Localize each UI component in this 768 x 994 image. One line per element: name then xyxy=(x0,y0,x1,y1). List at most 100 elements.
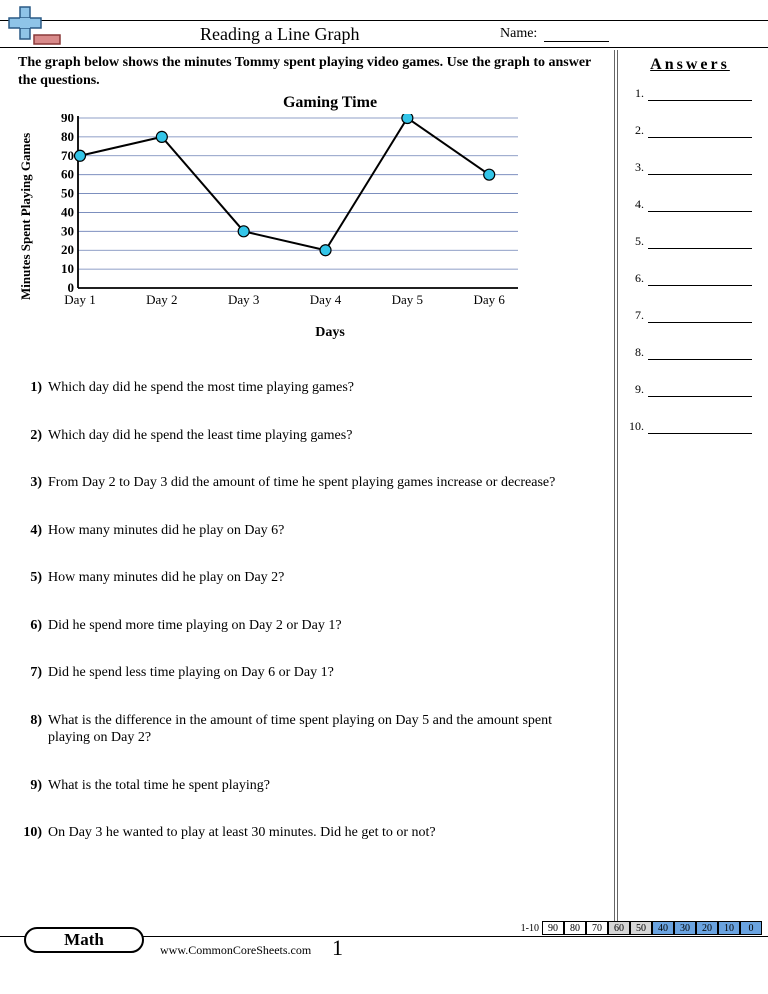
answer-line[interactable] xyxy=(648,161,752,175)
question-number: 3) xyxy=(18,474,48,492)
question-number: 5) xyxy=(18,569,48,587)
score-cell: 70 xyxy=(586,921,608,935)
answer-number: 3. xyxy=(628,160,648,175)
answer-number: 2. xyxy=(628,123,648,138)
site-url: www.CommonCoreSheets.com xyxy=(160,943,311,958)
svg-text:Day 2: Day 2 xyxy=(146,292,177,307)
answer-line[interactable] xyxy=(648,346,752,360)
question-row: 3)From Day 2 to Day 3 did the amount of … xyxy=(18,474,602,492)
answer-number: 10. xyxy=(628,419,648,434)
answer-blank-row: 7. xyxy=(628,308,752,323)
score-cell: 40 xyxy=(652,921,674,935)
question-number: 10) xyxy=(18,824,48,842)
answer-line[interactable] xyxy=(648,87,752,101)
svg-text:10: 10 xyxy=(61,261,74,276)
answer-line[interactable] xyxy=(648,420,752,434)
score-cell: 60 xyxy=(608,921,630,935)
answer-line[interactable] xyxy=(648,124,752,138)
body: The graph below shows the minutes Tommy … xyxy=(0,50,768,930)
score-label: 1-10 xyxy=(518,921,542,937)
answer-blank-row: 2. xyxy=(628,123,752,138)
svg-text:90: 90 xyxy=(61,114,74,125)
line-chart: 0102030405060708090Day 1Day 2Day 3Day 4D… xyxy=(38,114,528,314)
answer-line[interactable] xyxy=(648,235,752,249)
question-text: Which day did he spend the most time pla… xyxy=(48,379,602,397)
question-number: 2) xyxy=(18,427,48,445)
question-text: What is the total time he spent playing? xyxy=(48,777,602,795)
score-cell: 30 xyxy=(674,921,696,935)
chart-title: Gaming Time xyxy=(58,94,602,112)
answer-line[interactable] xyxy=(648,272,752,286)
questions-list: 1)Which day did he spend the most time p… xyxy=(18,379,602,842)
answers-column: Answers 1. 2. 3. 4. 5. 6. 7. 8. 9. 10. xyxy=(614,50,760,930)
score-strip: 1-109080706050403020100 xyxy=(518,921,762,937)
svg-text:Day 6: Day 6 xyxy=(473,292,505,307)
question-number: 8) xyxy=(18,712,48,747)
question-row: 2)Which day did he spend the least time … xyxy=(18,427,602,445)
question-text: On Day 3 he wanted to play at least 30 m… xyxy=(48,824,602,842)
answer-blank-row: 6. xyxy=(628,271,752,286)
chart-wrap: Minutes Spent Playing Games 010203040506… xyxy=(18,114,602,319)
score-cell: 10 xyxy=(718,921,740,935)
question-number: 4) xyxy=(18,522,48,540)
main-column: The graph below shows the minutes Tommy … xyxy=(0,50,614,930)
answer-line[interactable] xyxy=(648,383,752,397)
answer-blank-row: 10. xyxy=(628,419,752,434)
question-number: 1) xyxy=(18,379,48,397)
question-row: 4)How many minutes did he play on Day 6? xyxy=(18,522,602,540)
instructions: The graph below shows the minutes Tommy … xyxy=(18,54,602,90)
question-row: 7)Did he spend less time playing on Day … xyxy=(18,664,602,682)
question-text: What is the difference in the amount of … xyxy=(48,712,602,747)
score-cell: 50 xyxy=(630,921,652,935)
svg-text:60: 60 xyxy=(61,167,74,182)
answer-number: 1. xyxy=(628,86,648,101)
svg-text:70: 70 xyxy=(61,148,74,163)
answer-line[interactable] xyxy=(648,309,752,323)
question-text: How many minutes did he play on Day 2? xyxy=(48,569,602,587)
question-text: From Day 2 to Day 3 did the amount of ti… xyxy=(48,474,602,492)
question-number: 9) xyxy=(18,777,48,795)
answer-line[interactable] xyxy=(648,198,752,212)
question-text: Did he spend less time playing on Day 6 … xyxy=(48,664,602,682)
question-row: 8)What is the difference in the amount o… xyxy=(18,712,602,747)
question-text: Did he spend more time playing on Day 2 … xyxy=(48,617,602,635)
answer-number: 8. xyxy=(628,345,648,360)
answer-blank-row: 4. xyxy=(628,197,752,212)
svg-text:Day 4: Day 4 xyxy=(310,292,342,307)
answers-title: Answers xyxy=(628,56,752,74)
answer-blank-row: 8. xyxy=(628,345,752,360)
question-row: 1)Which day did he spend the most time p… xyxy=(18,379,602,397)
svg-text:Day 5: Day 5 xyxy=(392,292,423,307)
page-title: Reading a Line Graph xyxy=(200,24,359,45)
svg-text:Day 1: Day 1 xyxy=(64,292,95,307)
answer-blank-row: 3. xyxy=(628,160,752,175)
question-text: How many minutes did he play on Day 6? xyxy=(48,522,602,540)
question-row: 10)On Day 3 he wanted to play at least 3… xyxy=(18,824,602,842)
chart-area: 0102030405060708090Day 1Day 2Day 3Day 4D… xyxy=(38,114,528,319)
score-cell: 0 xyxy=(740,921,762,935)
question-number: 7) xyxy=(18,664,48,682)
answer-blank-row: 1. xyxy=(628,86,752,101)
score-cell: 80 xyxy=(564,921,586,935)
name-label: Name: xyxy=(500,26,537,42)
score-cell: 90 xyxy=(542,921,564,935)
header-bar: Reading a Line Graph Name: xyxy=(0,20,768,48)
answer-number: 5. xyxy=(628,234,648,249)
svg-text:30: 30 xyxy=(61,224,74,239)
y-axis-label: Minutes Spent Playing Games xyxy=(18,114,38,319)
svg-text:Day 3: Day 3 xyxy=(228,292,259,307)
svg-text:40: 40 xyxy=(61,205,74,220)
answer-number: 6. xyxy=(628,271,648,286)
svg-text:20: 20 xyxy=(61,243,74,258)
plus-minus-icon xyxy=(6,5,62,49)
subject-pill: Math xyxy=(24,927,144,953)
worksheet-page: Reading a Line Graph Name: The graph bel… xyxy=(0,20,768,964)
question-number: 6) xyxy=(18,617,48,635)
answer-number: 9. xyxy=(628,382,648,397)
answer-blank-row: 5. xyxy=(628,234,752,249)
svg-text:80: 80 xyxy=(61,129,74,144)
answer-blank-row: 9. xyxy=(628,382,752,397)
footer-bar: Math www.CommonCoreSheets.com 1 1-109080… xyxy=(0,936,768,964)
name-blank-line xyxy=(544,41,609,42)
answer-blanks: 1. 2. 3. 4. 5. 6. 7. 8. 9. 10. xyxy=(628,86,752,434)
